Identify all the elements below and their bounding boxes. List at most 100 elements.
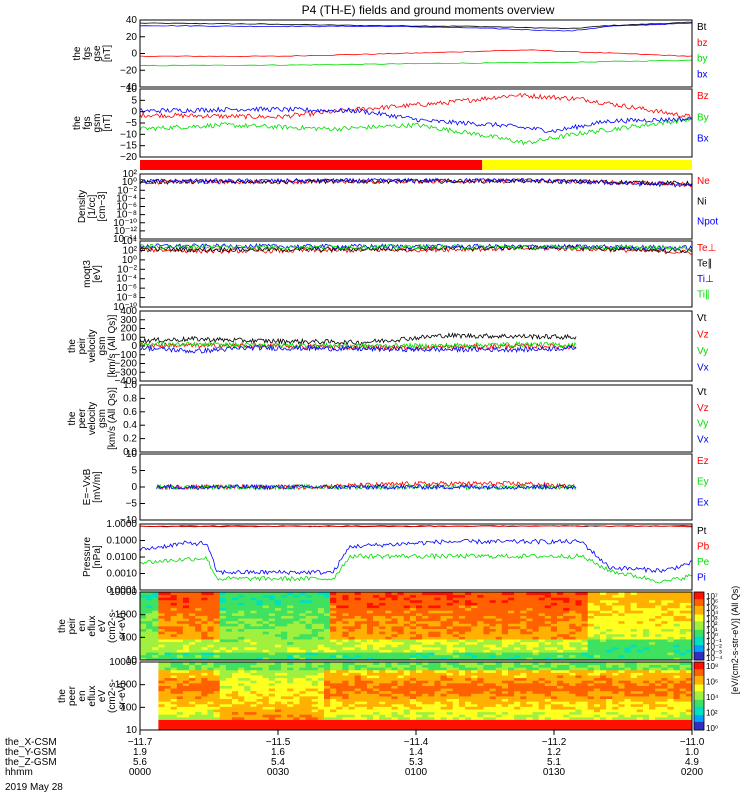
peir_eflux-cell [201,641,208,645]
peer_eflux-cell [575,703,582,707]
peer_eflux-cell [317,719,325,723]
peer_eflux-cell [508,685,515,689]
peir_eflux-cell [317,652,325,656]
peir_eflux-cell [655,631,662,635]
peir_eflux-colorbar-tick-label: 10⁻⁴ [706,654,723,663]
peir_eflux-ylabel-line: the [57,619,68,633]
peer_eflux-cell [557,672,564,676]
peir_eflux-cell [232,623,239,627]
peer_eflux-cell [422,677,429,681]
peer_eflux-cell [195,690,202,694]
peer_eflux-cell [606,706,613,710]
peir_eflux-cell [636,626,644,630]
peir_eflux-cell [471,620,478,624]
peir_eflux-cell [600,615,607,619]
peir_eflux-cell [225,620,233,624]
peir_eflux-cell [593,646,601,650]
peir_eflux-cell [661,599,668,603]
peer_eflux-cell [256,714,264,718]
peir_eflux-cell [679,654,687,658]
peer_eflux-cell [550,672,558,676]
peer_eflux-cell [256,693,264,697]
peir_eflux-cell [152,594,159,598]
peir_eflux-cell [268,626,276,630]
peer_eflux-cell [244,675,251,679]
peir_eflux-cell [176,602,184,606]
peer_eflux-cell [416,672,423,676]
peir_eflux-cell [538,644,546,648]
peir_eflux-cell [366,597,374,601]
peir_eflux-cell [520,602,527,606]
pressure-ytick-label: 1.0000 [106,519,137,530]
peer_eflux-cell [403,724,411,728]
peir_eflux-cell [422,636,429,640]
peir_eflux-colorbar-segment [694,637,704,640]
peer_eflux-cell [483,724,490,728]
peir_eflux-cell [182,610,190,614]
peer_eflux-cell [624,701,632,705]
peer_eflux-cell [532,682,540,686]
peir_eflux-cell [452,602,460,606]
peer_eflux-cell [563,672,570,676]
peir_eflux-cell [176,649,184,653]
peir_eflux-cell [189,639,196,643]
peer_eflux-cell [428,727,435,731]
peir_eflux-cell [152,633,159,637]
peir_eflux-cell [256,641,264,645]
temp-ylabel-line: moqt3 [82,260,93,288]
peir_eflux-colorbar-segment [694,654,704,657]
peer_eflux-cell [471,701,478,705]
peer_eflux-cell [373,680,380,684]
peer_eflux-cell [618,724,625,728]
peir_eflux-cell [508,628,515,632]
peer_eflux-cell [458,706,466,710]
peer_eflux-cell [489,690,497,694]
peer_eflux-cell [667,706,674,710]
peer_eflux-cell [600,667,607,671]
peer_eflux-cell [244,672,251,676]
peer_eflux-cell [336,714,343,718]
temp-ytick-label: 10⁻¹⁰ [113,302,137,313]
peir_eflux-cell [446,599,454,603]
peer_eflux-cell [557,709,564,713]
peer_eflux-cell [489,709,497,713]
peir_eflux-cell [618,612,625,616]
peir_eflux-cell [385,641,392,645]
peir_eflux-cell [152,610,159,614]
peir_eflux-cell [630,639,638,643]
peer_eflux-cell [379,714,386,718]
peer_eflux-cell [274,724,282,728]
peir_eflux-cell [532,612,540,616]
peir_eflux-cell [428,602,435,606]
peer_eflux-cell [465,664,472,668]
peer_eflux-cell [581,685,589,689]
peir_eflux-cell [685,615,693,619]
peer_eflux-cell [508,680,515,684]
peir_eflux-cell [244,605,251,609]
peer_eflux-cell [618,711,625,715]
peer_eflux-cell [428,719,435,723]
peir_eflux-cell [293,618,300,622]
peir_eflux-cell [373,620,380,624]
peir_eflux-cell [391,657,398,661]
peer_eflux-cell [201,698,208,702]
peer_eflux-colorbar-tick-label: 10² [706,709,718,718]
peer_eflux-cell [299,682,306,686]
peir_eflux-cell [483,610,490,614]
peir_eflux-cell [146,599,153,603]
peir_eflux-cell [158,644,165,648]
peir_eflux-cell [526,628,533,632]
peer_eflux-cell [642,706,650,710]
peer_eflux-cell [520,672,527,676]
peer_v-ylabel-line: [km/s (All Qs)] [107,387,118,450]
peer_eflux-cell [244,719,251,723]
fgs_lo-ytick-label: 5 [131,95,137,106]
peer_eflux-cell [238,727,245,731]
peir_eflux-cell [176,610,184,614]
peer_eflux-cell [366,701,374,705]
peir_eflux-cell [397,631,405,635]
peer_eflux-cell [685,675,693,679]
peer_eflux-cell [379,709,386,713]
peer_eflux-cell [624,672,632,676]
peir_eflux-cell [305,620,313,624]
